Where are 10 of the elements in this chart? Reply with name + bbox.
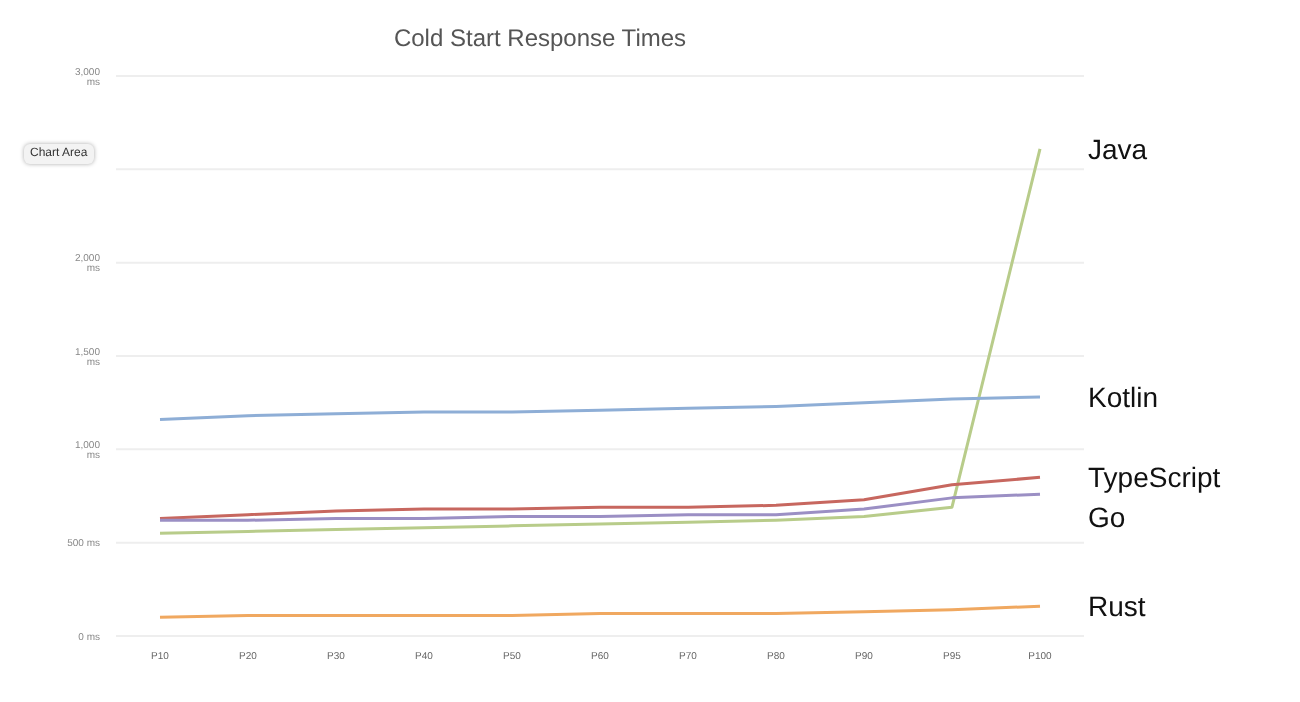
line-series xyxy=(158,492,1042,522)
series-label: Rust xyxy=(1088,590,1146,623)
series-label: TypeScript xyxy=(1088,461,1221,494)
line-series xyxy=(158,395,1042,421)
line-series xyxy=(158,147,1042,535)
line-series xyxy=(158,475,1042,520)
series-label: Kotlin xyxy=(1088,381,1159,414)
series-label: Java xyxy=(1088,132,1148,165)
series-label: Go xyxy=(1088,501,1126,534)
chart-title: Cold Start Response Times xyxy=(391,24,689,52)
